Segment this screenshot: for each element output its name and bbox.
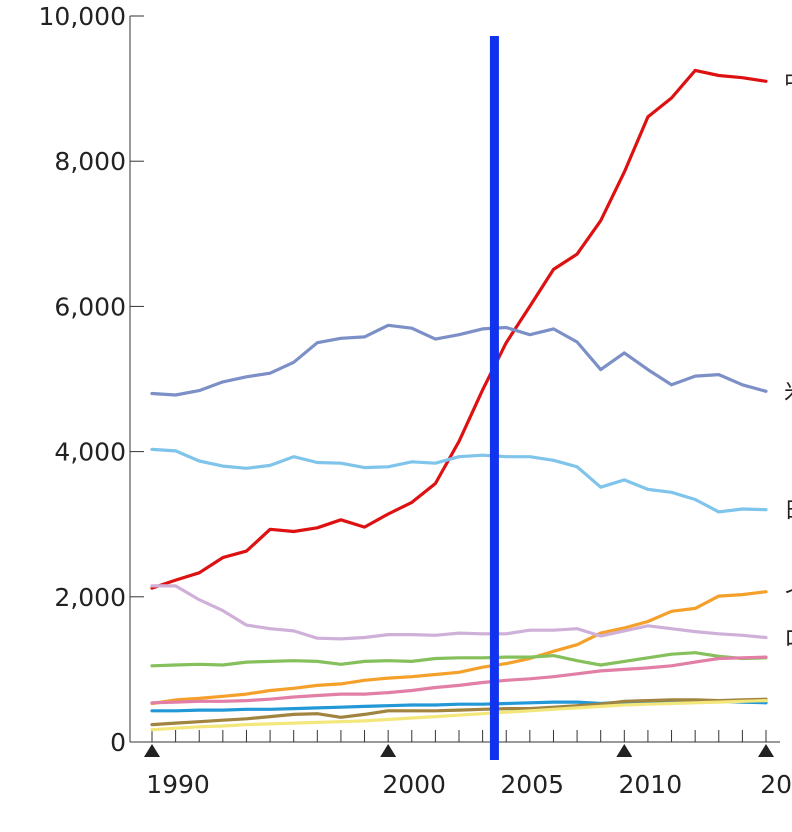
- x-tick-label: 2016: [760, 770, 792, 799]
- x-tick-label: 1990: [146, 770, 210, 799]
- series-end-label: 米: [784, 380, 792, 405]
- y-tick-label: 8,000: [54, 147, 126, 176]
- series-line: [150, 655, 768, 705]
- y-tick-label: 2,000: [54, 583, 126, 612]
- year-marker-triangle: [144, 744, 160, 757]
- series-end-label: 日: [784, 499, 792, 524]
- y-tick-label: 6,000: [54, 292, 126, 321]
- series-line: [150, 590, 768, 706]
- series-line: [150, 651, 768, 668]
- series-line: [150, 68, 768, 590]
- series-end-label: 中: [784, 70, 792, 95]
- series-line: [150, 323, 768, 397]
- series-end-label: ロ: [784, 626, 792, 651]
- series-line: [150, 697, 768, 727]
- chart-labels: 中米日イロ: [784, 70, 792, 651]
- highlight-bar: [489, 36, 499, 760]
- year-marker-triangle: [758, 744, 774, 757]
- series-end-label: イ: [784, 581, 792, 606]
- x-tick-label: 2005: [500, 770, 564, 799]
- x-tick-label: 2010: [618, 770, 682, 799]
- y-tick-label: 4,000: [54, 438, 126, 467]
- series-line: [150, 447, 768, 514]
- chart-series: [150, 68, 768, 732]
- year-highlight: [489, 36, 499, 760]
- year-marker-triangle: [616, 744, 633, 757]
- year-marker-triangle: [380, 744, 397, 757]
- series-line: [150, 584, 768, 641]
- y-tick-label: 0: [110, 728, 126, 757]
- series-line: [150, 699, 768, 732]
- x-tick-label: 2000: [382, 770, 446, 799]
- y-tick-label: 10,000: [39, 2, 126, 31]
- chart-axes: 0 2,000 4,000 6,000 8,000 10,000 1990 2000 2005 2…: [39, 2, 792, 799]
